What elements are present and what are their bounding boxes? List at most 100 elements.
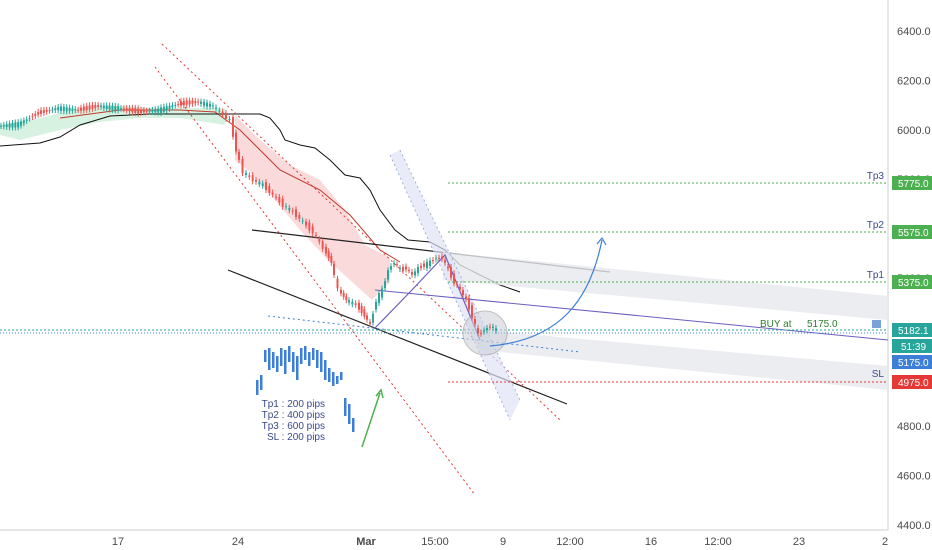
candle-body: [474, 318, 476, 324]
pips-tp3: Tp3 : 600 pips: [262, 421, 325, 432]
candle-body: [261, 183, 264, 186]
candle-body: [191, 100, 194, 104]
candle-body: [325, 246, 327, 254]
blue-diagonal-left: [389, 154, 511, 421]
candle-body: [462, 290, 464, 295]
candle-body: [25, 119, 28, 121]
candle-body: [423, 263, 425, 267]
candle-body: [248, 175, 251, 177]
candle-body: [342, 293, 345, 297]
candle-body: [281, 198, 284, 207]
candle-body: [399, 268, 401, 270]
candle-body: [131, 107, 134, 113]
candle-body: [142, 110, 145, 113]
pips-tp1: Tp1 : 200 pips: [262, 399, 325, 410]
candle-body: [408, 269, 410, 271]
candle-body: [351, 301, 354, 305]
x-tick-label: 16: [645, 536, 657, 548]
candle-body: [321, 241, 324, 249]
candle-body: [225, 112, 227, 119]
projection-bar: [336, 376, 339, 384]
candle-body: [305, 221, 307, 226]
candle-body: [134, 108, 137, 114]
candle-body: [203, 101, 205, 106]
projection-bar: [284, 350, 287, 374]
candle-body: [333, 263, 335, 275]
candle-body: [450, 267, 452, 278]
time-axis[interactable]: 17 24 Mar 15:00 9 12:00 16 12:00 23 2: [112, 536, 888, 548]
candle-body: [295, 209, 297, 217]
y-tick-label: 6400.0: [897, 26, 931, 38]
entry-tag: 5175.0: [898, 358, 929, 369]
tp2-label: Tp2: [867, 220, 885, 231]
info-icon[interactable]: [872, 320, 881, 328]
candle-body: [68, 107, 71, 112]
candle-body: [177, 103, 180, 105]
candle-body: [218, 110, 221, 112]
candle-body: [402, 267, 404, 271]
candle-body: [82, 106, 85, 111]
x-tick-label: 17: [112, 536, 124, 548]
candle-body: [151, 109, 154, 112]
candle-body: [157, 108, 160, 113]
projection-channel-lower: [480, 330, 888, 390]
candle-body: [8, 123, 11, 128]
candles-group: [0, 97, 497, 432]
projection-bar: [344, 398, 347, 416]
candle-body: [492, 326, 494, 329]
candle-body: [417, 266, 419, 274]
projection-bar: [276, 356, 279, 372]
candle-body: [363, 309, 366, 317]
projection-arrow: [489, 239, 603, 347]
candle-body: [241, 159, 244, 174]
candle-body: [483, 330, 485, 332]
candle-body: [100, 105, 102, 108]
candle-body: [393, 263, 395, 265]
candle-body: [194, 101, 197, 104]
candle-body: [308, 222, 311, 231]
price-tags: 5775.0 5575.0 5375.0 5182.1 51:39 5175.0…: [892, 176, 932, 389]
candle-body: [37, 111, 40, 115]
candle-body: [171, 105, 174, 108]
projection-bar: [324, 360, 327, 380]
tp3-label: Tp3: [867, 171, 885, 182]
candle-body: [414, 271, 416, 276]
candle-body: [137, 108, 140, 114]
projection-bar: [340, 372, 343, 380]
cloud-red: [235, 115, 390, 300]
candle-body: [91, 104, 94, 109]
candle-body: [74, 109, 77, 111]
candle-body: [444, 260, 446, 263]
candle-body: [375, 301, 377, 310]
candle-body: [372, 313, 374, 323]
entry-highlight-circle: [462, 310, 508, 356]
candle-body: [140, 109, 142, 113]
projection-bar: [316, 350, 319, 368]
candle-body: [117, 106, 120, 111]
candle-body: [354, 303, 357, 306]
candle-body: [360, 305, 363, 314]
projection-bar: [296, 356, 299, 380]
candle-body: [315, 234, 317, 236]
candle-body: [160, 107, 162, 113]
candle-body: [327, 251, 330, 259]
sl-tag-bg: [892, 375, 932, 389]
projection-bar: [268, 348, 271, 370]
candle-body: [154, 109, 157, 113]
candle-body: [65, 107, 68, 112]
candle-body: [111, 105, 114, 111]
candle-body: [432, 259, 434, 262]
candle-body: [85, 105, 88, 111]
candle-body: [405, 266, 407, 270]
sl-label: SL: [872, 369, 885, 380]
candle-body: [275, 196, 277, 198]
x-tick-label: 2: [882, 536, 888, 548]
x-tick-label: 15:00: [421, 536, 449, 548]
candle-body: [22, 120, 25, 124]
candle-body: [265, 182, 267, 191]
candle-body: [311, 226, 314, 234]
countdown-tag: 51:39: [901, 342, 926, 353]
candle-body: [429, 260, 431, 267]
